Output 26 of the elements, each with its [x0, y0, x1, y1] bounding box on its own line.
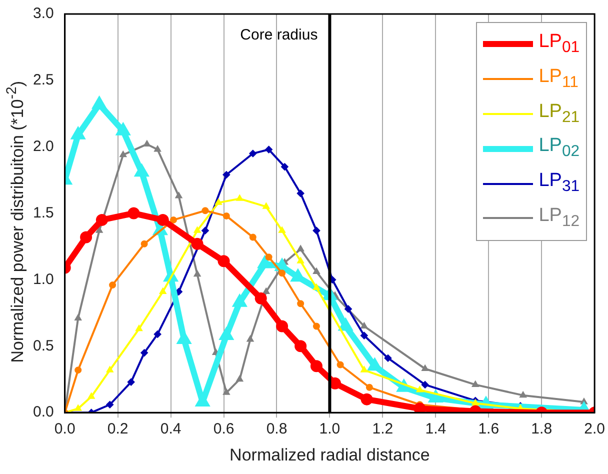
legend-label: LP$_{12}$ — [538, 204, 580, 232]
x-tick-label: 1.8 — [531, 420, 552, 438]
legend-label: LP$_{31}$ — [538, 169, 580, 197]
x-tick-label: 0.0 — [54, 420, 76, 438]
y-tick-label: 2.0 — [32, 138, 54, 156]
x-tick-label: 0.2 — [107, 420, 128, 438]
y-tick-label: 1.5 — [32, 204, 54, 222]
x-tick-label: 1.2 — [372, 420, 394, 438]
x-tick-label: 2.0 — [584, 420, 606, 438]
y-tick-label: 0.0 — [32, 404, 54, 421]
x-tick-label: 0.8 — [266, 420, 288, 438]
x-tick-label: 0.6 — [213, 420, 234, 438]
legend-label: LP$_{21}$ — [538, 100, 580, 128]
x-tick-label: 1.4 — [425, 420, 446, 438]
legend-label: LP$_{01}$ — [538, 30, 580, 58]
y-tick-label: 3.0 — [32, 5, 54, 22]
legend-label: LP$_{11}$ — [538, 64, 578, 93]
y-tick-label: 2.5 — [32, 72, 54, 89]
legend-label: LP$_{02}$ — [538, 134, 580, 162]
y-tick-label: 1.0 — [32, 270, 54, 288]
ref-line-label: Core radius — [240, 26, 318, 44]
x-tick-label: 1.6 — [478, 420, 500, 438]
y-tick-label: 0.5 — [32, 337, 54, 354]
x-tick-label: 1.0 — [319, 420, 340, 438]
x-tick-label: 0.4 — [160, 420, 182, 438]
x-axis-title: Normalized radial distance — [230, 445, 430, 464]
